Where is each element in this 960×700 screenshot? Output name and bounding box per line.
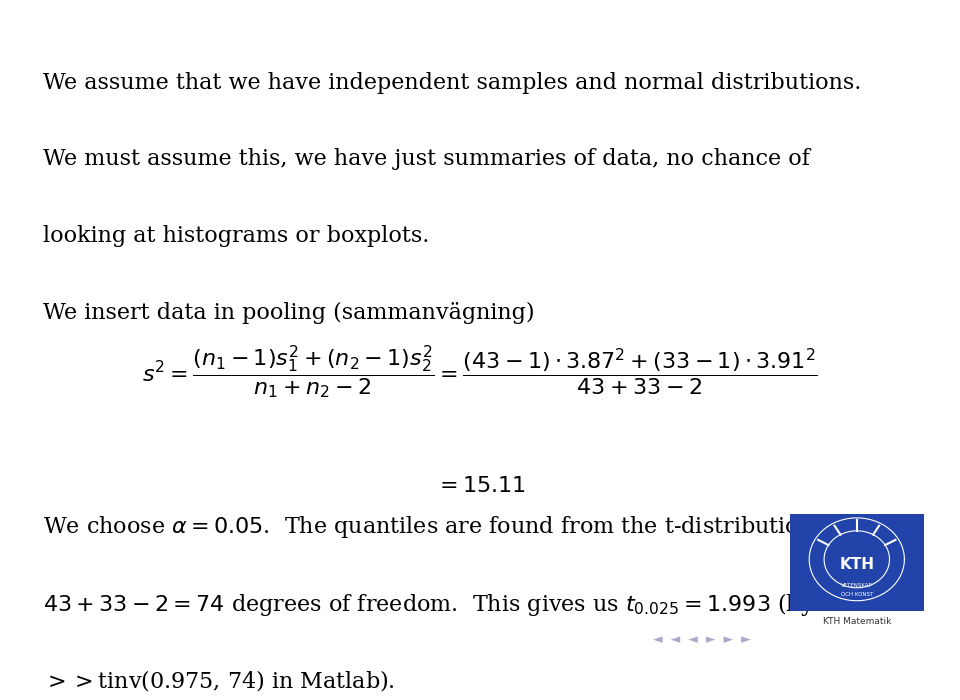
Text: S: S [104, 13, 129, 48]
Text: Matematisk statistik: Matematisk statistik [401, 673, 559, 687]
Text: looking at histograms or boxplots.: looking at histograms or boxplots. [43, 225, 429, 247]
Text: WO: WO [58, 22, 107, 46]
Text: AMPLES: AMPLES [134, 22, 253, 46]
Text: ◄  ◄  ◄  ►  ►  ►: ◄ ◄ ◄ ► ► ► [653, 633, 751, 646]
Text: Jan Grandell & Timo Koski  (): Jan Grandell & Timo Koski () [19, 673, 247, 687]
Text: We must assume this, we have just summaries of data, no chance of: We must assume this, we have just summar… [43, 148, 810, 170]
Text: $>>$tinv(0.975, 74) in Matlab).: $>>$tinv(0.975, 74) in Matlab). [43, 668, 396, 693]
Text: KTH: KTH [839, 557, 875, 572]
Text: T: T [29, 13, 53, 48]
Text: VETENSKAP: VETENSKAP [841, 582, 873, 588]
Text: $s^2 = \dfrac{(n_1 - 1)s_1^2 + (n_2 - 1)s_2^2}{n_1 + n_2 - 2} = \dfrac{(43-1)\cd: $s^2 = \dfrac{(n_1 - 1)s_1^2 + (n_2 - 1)… [142, 344, 818, 401]
Text: OCH KONST: OCH KONST [841, 592, 873, 597]
Text: $43 + 33 - 2 = 74$ degrees of freedom.  This gives us $t_{0.025} = 1.993$ (by: $43 + 33 - 2 = 74$ degrees of freedom. T… [43, 591, 815, 618]
Text: We choose $\alpha = 0.05$.  The quantiles are found from the t-distribution with: We choose $\alpha = 0.05$. The quantiles… [43, 514, 871, 540]
Text: 19.02.2015: 19.02.2015 [725, 673, 812, 687]
Text: KTH Matematik: KTH Matematik [823, 617, 891, 626]
FancyBboxPatch shape [790, 514, 924, 611]
Text: 12 / 53: 12 / 53 [877, 673, 931, 687]
Text: We insert data in pooling (sammanvägning): We insert data in pooling (sammanvägning… [43, 302, 535, 323]
Text: $= 15.11$: $= 15.11$ [435, 475, 525, 497]
Text: We assume that we have independent samples and normal distributions.: We assume that we have independent sampl… [43, 71, 861, 94]
